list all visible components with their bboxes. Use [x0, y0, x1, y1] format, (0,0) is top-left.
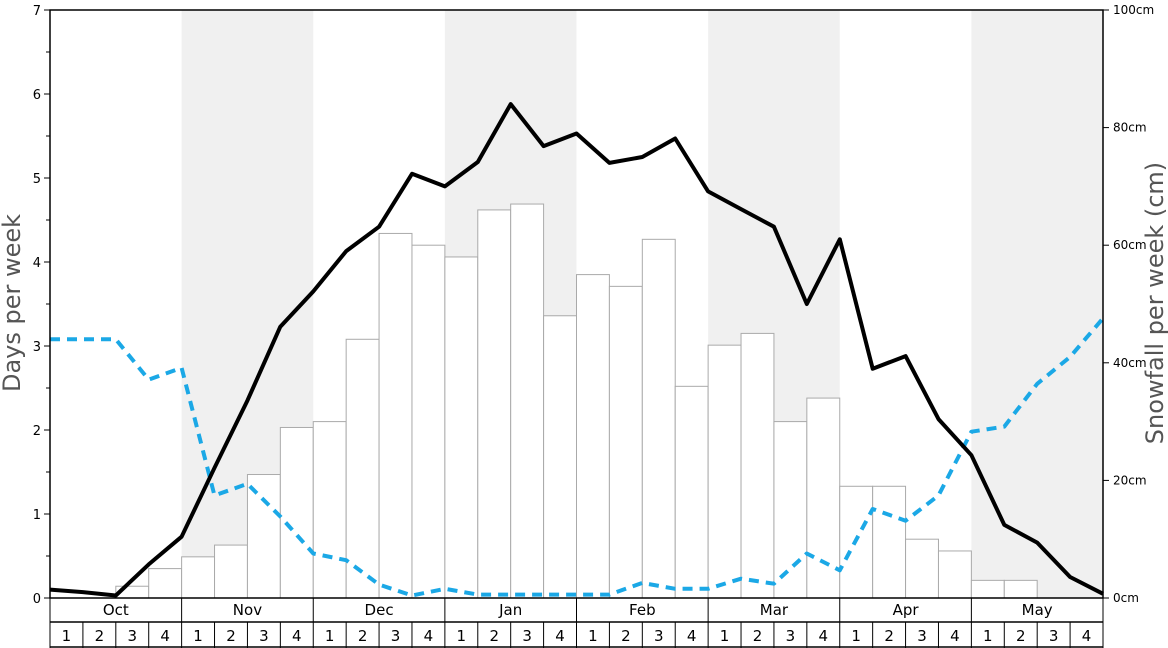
week-label: 4	[1082, 627, 1092, 645]
snowfall-bar	[905, 538, 939, 599]
snowfall-bar	[937, 550, 972, 599]
week-label: 2	[358, 627, 368, 645]
week-label: 1	[983, 627, 993, 645]
week-label: 4	[687, 627, 697, 645]
snowfall-bar	[477, 209, 512, 599]
week-label: 2	[489, 627, 499, 645]
snowfall-bar	[148, 568, 183, 599]
snow-days-line	[49, 102, 1104, 598]
week-label: 1	[457, 627, 467, 645]
snowfall-bar	[312, 421, 347, 599]
snowfall-bars	[115, 203, 1038, 599]
week-label: 1	[720, 627, 730, 645]
month-label-oct: Oct	[103, 601, 129, 619]
week-label: 1	[193, 627, 203, 645]
week-label: 3	[786, 627, 796, 645]
week-label: 2	[1016, 627, 1026, 645]
y-left-tick-label: 2	[33, 424, 41, 439]
snowfall-bar	[641, 238, 676, 599]
y-axis-left: 0 1 2 3 4 5 6 7	[33, 4, 50, 607]
week-label: 3	[917, 627, 927, 645]
snowfall-bar	[510, 203, 545, 599]
week-label: 4	[160, 627, 170, 645]
week-label: 2	[226, 627, 236, 645]
week-label: 2	[621, 627, 631, 645]
week-label: 1	[588, 627, 598, 645]
month-label-may: May	[1022, 601, 1053, 619]
y-left-tick-label: 5	[33, 172, 41, 187]
snowfall-bar	[674, 385, 709, 599]
x-axis: Oct 1 2 3 4 Nov 1 2 3 4 Dec 1 2 3 4 Jan 1 2 3 4 Feb 1 2 3 4 Mar 1 2…	[49, 598, 1104, 648]
snowfall-bar	[576, 274, 610, 599]
snowfall-bar	[345, 338, 380, 599]
y-right-tick-label: 20cm	[1113, 473, 1147, 487]
week-label: 2	[884, 627, 894, 645]
week-label: 3	[522, 627, 532, 645]
snowfall-bar	[608, 285, 643, 599]
dashed-line	[50, 317, 1105, 598]
week-label: 3	[259, 627, 269, 645]
week-label: 4	[424, 627, 434, 645]
month-label-dec: Dec	[365, 601, 394, 619]
snowfall-bar	[279, 426, 314, 599]
snowfall-bar	[707, 344, 742, 599]
snowfall-bar	[872, 485, 907, 599]
y-right-tick-label: 60cm	[1113, 238, 1147, 252]
y-left-tick-label: 6	[33, 88, 41, 103]
y-left-tick-label: 3	[33, 340, 41, 355]
snowfall-bar	[181, 556, 216, 599]
week-label: 2	[753, 627, 763, 645]
y-left-tick-label: 0	[33, 592, 41, 607]
y-right-tick-label: 40cm	[1113, 356, 1147, 370]
snowfall-bar	[740, 332, 775, 599]
month-label-feb: Feb	[629, 601, 656, 619]
snowfall-bar	[246, 474, 281, 599]
y-right-tick-label: 80cm	[1113, 121, 1147, 135]
week-label: 3	[391, 627, 401, 645]
snowfall-bar	[411, 244, 446, 599]
month-label-mar: Mar	[760, 601, 789, 619]
snowfall-bar	[970, 579, 1005, 599]
month-label-nov: Nov	[233, 601, 262, 619]
snowfall-bar	[378, 232, 413, 599]
week-label: 4	[292, 627, 302, 645]
week-label: 1	[62, 627, 72, 645]
y-axis-right: 0cm 20cm 40cm 60cm 80cm 100cm	[1103, 3, 1154, 605]
snowfall-bar	[214, 544, 248, 599]
snowfall-bar	[543, 315, 577, 599]
snowfall-bar	[773, 421, 808, 599]
week-label: 3	[127, 627, 137, 645]
y-left-tick-label: 4	[33, 256, 41, 271]
week-label: 3	[654, 627, 664, 645]
shade-may	[971, 10, 1103, 598]
y-axis-left-title: Days per week	[0, 214, 26, 392]
week-label: 4	[950, 627, 960, 645]
week-label: 1	[325, 627, 335, 645]
week-label: 4	[555, 627, 565, 645]
week-label: 4	[819, 627, 829, 645]
snowfall-bar	[1003, 579, 1038, 599]
y-axis-right-title: Snowfall per week (cm)	[1141, 162, 1168, 444]
y-left-tick-label: 1	[33, 508, 41, 523]
week-label: 1	[851, 627, 861, 645]
month-label-apr: Apr	[893, 601, 920, 619]
week-label: 3	[1049, 627, 1059, 645]
snowfall-bar	[806, 397, 841, 599]
series-lines	[49, 102, 1105, 598]
y-right-tick-label: 0cm	[1113, 591, 1139, 605]
month-label-jan: Jan	[498, 601, 522, 619]
y-right-tick-label: 100cm	[1113, 3, 1154, 17]
week-label: 2	[95, 627, 105, 645]
snowfall-bar	[444, 256, 479, 599]
y-left-tick-label: 7	[33, 4, 41, 19]
